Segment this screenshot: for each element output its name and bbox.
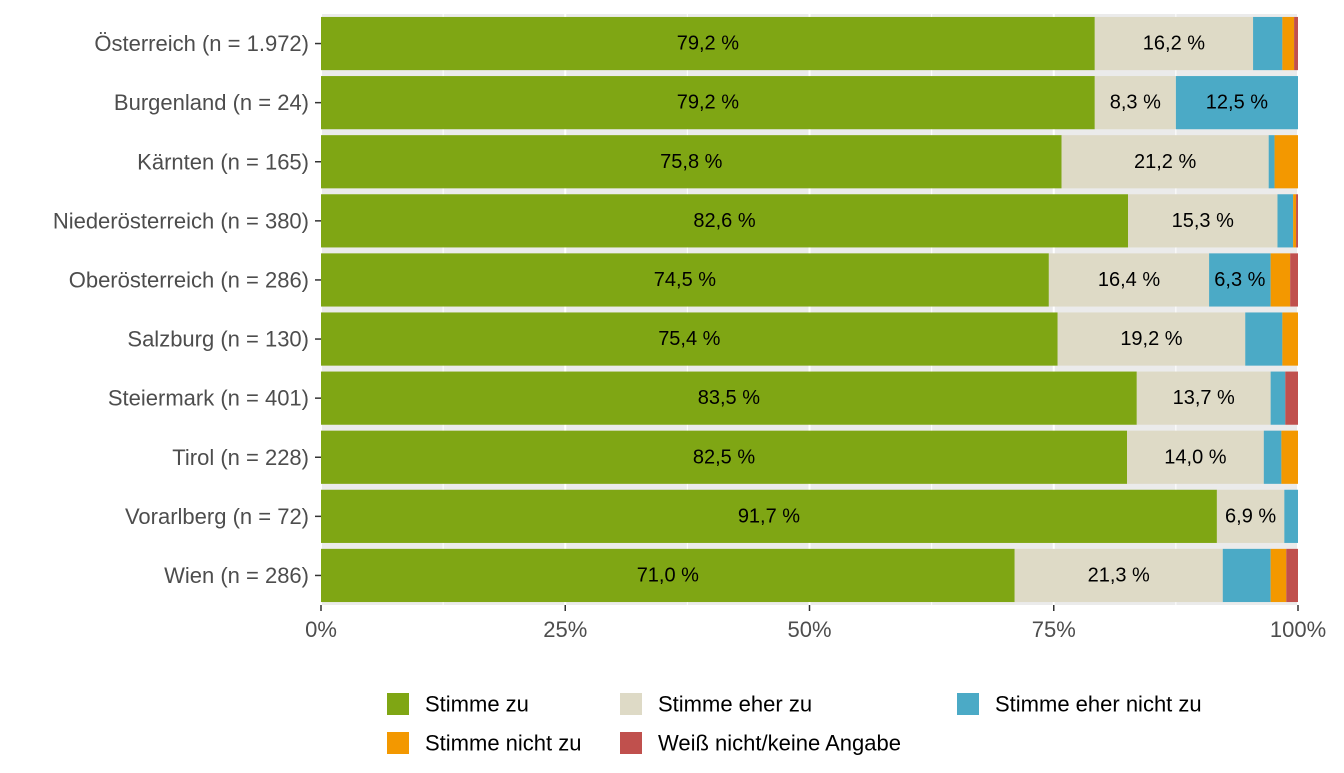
- category-label: Oberösterreich (n = 286): [69, 267, 309, 292]
- category-label: Vorarlberg (n = 72): [125, 504, 309, 529]
- legend-swatch: [387, 732, 409, 754]
- x-tick-label: 0%: [305, 617, 337, 642]
- data-label: 16,2 %: [1143, 33, 1205, 55]
- x-tick-label: 100%: [1270, 617, 1326, 642]
- bar-segment: [321, 371, 1137, 425]
- bar-segment: [1296, 194, 1298, 248]
- x-tick-label: 75%: [1032, 617, 1076, 642]
- category-label: Salzburg (n = 130): [127, 327, 309, 352]
- bar-segment: [1209, 253, 1271, 307]
- bar-segment: [1263, 430, 1282, 484]
- bar-segment: [1253, 16, 1283, 71]
- data-label: 6,3 %: [1214, 269, 1265, 291]
- legend-label: Stimme zu: [425, 692, 529, 717]
- data-label: 91,7 %: [738, 505, 800, 527]
- bar-segment: [1094, 16, 1254, 71]
- data-label: 75,4 %: [658, 328, 720, 350]
- data-label: 71,0 %: [637, 564, 699, 586]
- legend-label: Stimme eher zu: [658, 692, 812, 717]
- legend-label: Stimme eher nicht zu: [995, 692, 1202, 717]
- bar-segment: [1268, 135, 1275, 189]
- x-tick-label: 25%: [543, 617, 587, 642]
- bar-segment: [1094, 76, 1176, 130]
- bar-segment: [1290, 253, 1298, 307]
- bar-segment: [1222, 548, 1271, 603]
- data-label: 83,5 %: [698, 387, 760, 409]
- category-label: Kärnten (n = 165): [137, 149, 309, 174]
- legend-swatch: [620, 693, 642, 715]
- bar-segment: [1216, 489, 1285, 543]
- bar-segment: [1282, 16, 1295, 71]
- bar-segment: [321, 312, 1058, 366]
- data-label: 16,4 %: [1098, 269, 1160, 291]
- bar-segment: [1014, 548, 1223, 603]
- bar-segment: [321, 135, 1062, 189]
- data-label: 19,2 %: [1120, 328, 1182, 350]
- bar-segment: [1048, 253, 1210, 307]
- data-label: 82,5 %: [693, 446, 755, 468]
- data-label: 82,6 %: [693, 210, 755, 232]
- bar-segment: [1136, 371, 1271, 425]
- bar-segment: [321, 16, 1095, 71]
- bar-segment: [1281, 430, 1298, 484]
- data-label: 21,3 %: [1088, 564, 1150, 586]
- legend-swatch: [387, 693, 409, 715]
- bar-segment: [1175, 76, 1298, 130]
- data-label: 75,8 %: [660, 151, 722, 173]
- bar-segment: [1277, 194, 1294, 248]
- bar-segment: [1285, 371, 1298, 425]
- bar-segment: [321, 430, 1128, 484]
- bar-segment: [1270, 253, 1291, 307]
- bar-segment: [321, 76, 1095, 130]
- bar-segment: [321, 548, 1015, 603]
- bar-segment: [1294, 16, 1298, 71]
- data-label: 14,0 %: [1164, 446, 1226, 468]
- bar-segment: [1293, 194, 1297, 248]
- bar-segment: [1270, 548, 1287, 603]
- legend-label: Weiß nicht/keine Angabe: [658, 731, 901, 756]
- legend-label: Stimme nicht zu: [425, 731, 582, 756]
- x-tick-label: 50%: [787, 617, 831, 642]
- category-label: Tirol (n = 228): [172, 445, 309, 470]
- data-label: 15,3 %: [1172, 210, 1234, 232]
- data-label: 74,5 %: [654, 269, 716, 291]
- bar-segment: [1284, 489, 1298, 543]
- data-label: 12,5 %: [1206, 92, 1268, 114]
- data-label: 79,2 %: [677, 92, 739, 114]
- data-label: 21,2 %: [1134, 151, 1196, 173]
- bar-segment: [321, 253, 1049, 307]
- bar-segment: [1127, 430, 1264, 484]
- data-label: 13,7 %: [1173, 387, 1235, 409]
- bar-segment: [321, 194, 1129, 248]
- bar-segment: [1128, 194, 1278, 248]
- data-label: 79,2 %: [677, 33, 739, 55]
- category-label: Niederösterreich (n = 380): [53, 208, 309, 233]
- bar-segment: [1245, 312, 1283, 366]
- data-label: 8,3 %: [1110, 92, 1161, 114]
- legend-swatch: [957, 693, 979, 715]
- category-label: Burgenland (n = 24): [114, 90, 309, 115]
- legend-swatch: [620, 732, 642, 754]
- bar-segment: [1286, 548, 1298, 603]
- bar-segment: [1270, 371, 1286, 425]
- bar-segment: [321, 489, 1217, 543]
- category-label: Wien (n = 286): [164, 563, 309, 588]
- bar-segment: [1282, 312, 1298, 366]
- category-label: Steiermark (n = 401): [108, 386, 309, 411]
- bar-segment: [1274, 135, 1298, 189]
- data-label: 6,9 %: [1225, 505, 1276, 527]
- category-label: Österreich (n = 1.972): [94, 31, 309, 56]
- bar-segment: [1057, 312, 1246, 366]
- bar-segment: [1061, 135, 1269, 189]
